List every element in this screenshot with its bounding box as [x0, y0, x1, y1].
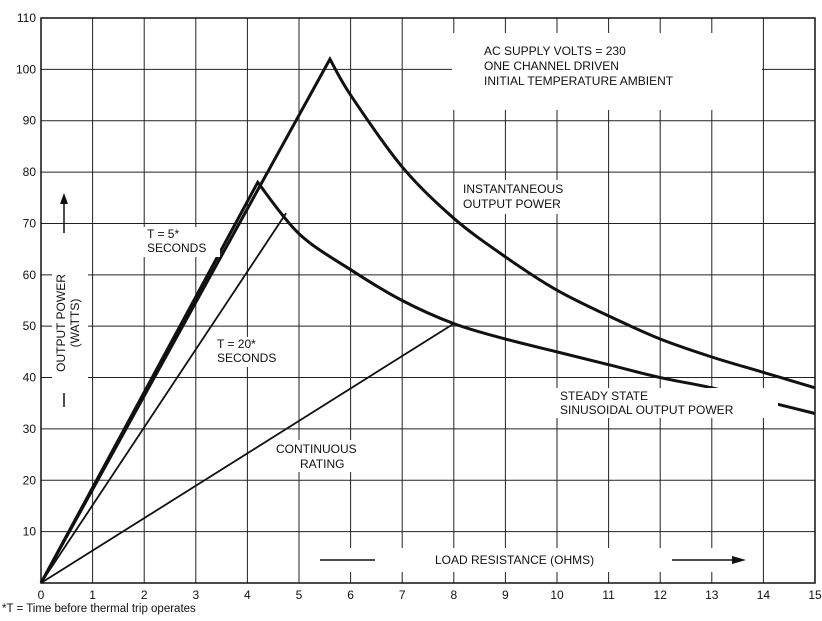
- t5-label-line2: SECONDS: [147, 241, 206, 255]
- y-axis-label-line2: (WATTS): [68, 299, 82, 348]
- t20-label: T = 20* SECONDS: [212, 337, 290, 367]
- instantaneous-label-line2: OUTPUT POWER: [463, 197, 561, 211]
- y-tick-label: 30: [23, 422, 37, 436]
- condition-line-2: ONE CHANNEL DRIVEN: [484, 59, 619, 73]
- steady-state-label: STEADY STATE SINUSOIDAL OUTPUT POWER: [556, 388, 778, 418]
- x-tick-label: 4: [244, 588, 251, 602]
- x-tick-label: 0: [38, 588, 45, 602]
- instantaneous-label-line1: INSTANTANEOUS: [463, 182, 563, 196]
- y-tick-label: 80: [23, 165, 37, 179]
- conditions-box: [452, 33, 762, 110]
- y-tick-label: 20: [23, 473, 37, 487]
- y-tick-label: 90: [23, 114, 37, 128]
- x-tick-label: 14: [757, 588, 771, 602]
- x-tick-label: 6: [347, 588, 354, 602]
- series-lines: [39, 56, 816, 584]
- x-tick-label: 3: [192, 588, 199, 602]
- series-instantaneous-output-power: [39, 56, 816, 584]
- x-tick-label: 12: [654, 588, 668, 602]
- x-axis-arrowhead: [732, 556, 746, 564]
- tick-labels: 0 1 2 3 4 5 6 7 8 9 10 11 12 13 14 15102030405060708090…: [16, 11, 822, 602]
- steady-state-label-line2: SINUSOIDAL OUTPUT POWER: [560, 403, 734, 417]
- grid: [40, 17, 816, 583]
- y-tick-label: 110: [17, 11, 36, 25]
- x-tick-label: 1: [89, 588, 96, 602]
- t5-label: T = 5* SECONDS: [142, 227, 220, 257]
- x-tick-label: 11: [602, 588, 615, 602]
- y-tick-label: 100: [16, 62, 36, 76]
- plot-frame: [40, 17, 816, 584]
- series-t-20-seconds: [40, 212, 287, 584]
- instantaneous-label: INSTANTANEOUS OUTPUT POWER: [458, 180, 588, 214]
- y-axis-label: OUTPUT POWER (WATTS): [52, 268, 88, 378]
- t20-label-line1: T = 20*: [217, 337, 256, 351]
- y-tick-label: 70: [23, 216, 37, 230]
- series-continuous-rating: [40, 322, 455, 584]
- x-axis-label: LOAD RESISTANCE (OHMS): [435, 553, 594, 567]
- y-tick-label: 40: [23, 371, 37, 385]
- y-axis-arrowhead: [60, 193, 68, 204]
- continuous-label: CONTINUOUS RATING: [271, 440, 381, 472]
- x-tick-label: 5: [296, 588, 303, 602]
- x-tick-label: 7: [399, 588, 406, 602]
- steady-state-label-line1: STEADY STATE: [560, 389, 648, 403]
- x-tick-label: 10: [550, 588, 564, 602]
- continuous-label-line2: RATING: [300, 457, 344, 471]
- condition-line-1: AC SUPPLY VOLTS = 230: [484, 44, 626, 58]
- y-tick-label: 60: [23, 268, 37, 282]
- x-tick-label: 13: [705, 588, 719, 602]
- series-t-5-seconds: [40, 181, 259, 584]
- continuous-label-line1: CONTINUOUS: [276, 442, 357, 456]
- x-tick-label: 9: [502, 588, 509, 602]
- x-tick-label: 2: [141, 588, 148, 602]
- y-tick-label: 10: [23, 525, 37, 539]
- t20-label-line2: SECONDS: [217, 351, 276, 365]
- y-tick-label: 50: [23, 319, 37, 333]
- condition-line-3: INITIAL TEMPERATURE AMBIENT: [484, 74, 674, 88]
- x-tick-label: 8: [450, 588, 457, 602]
- t5-label-line1: T = 5*: [147, 227, 179, 241]
- footnote: *T = Time before thermal trip operates: [2, 603, 196, 615]
- y-axis-label-line1: OUTPUT POWER: [54, 274, 68, 372]
- x-tick-label: 15: [808, 588, 822, 602]
